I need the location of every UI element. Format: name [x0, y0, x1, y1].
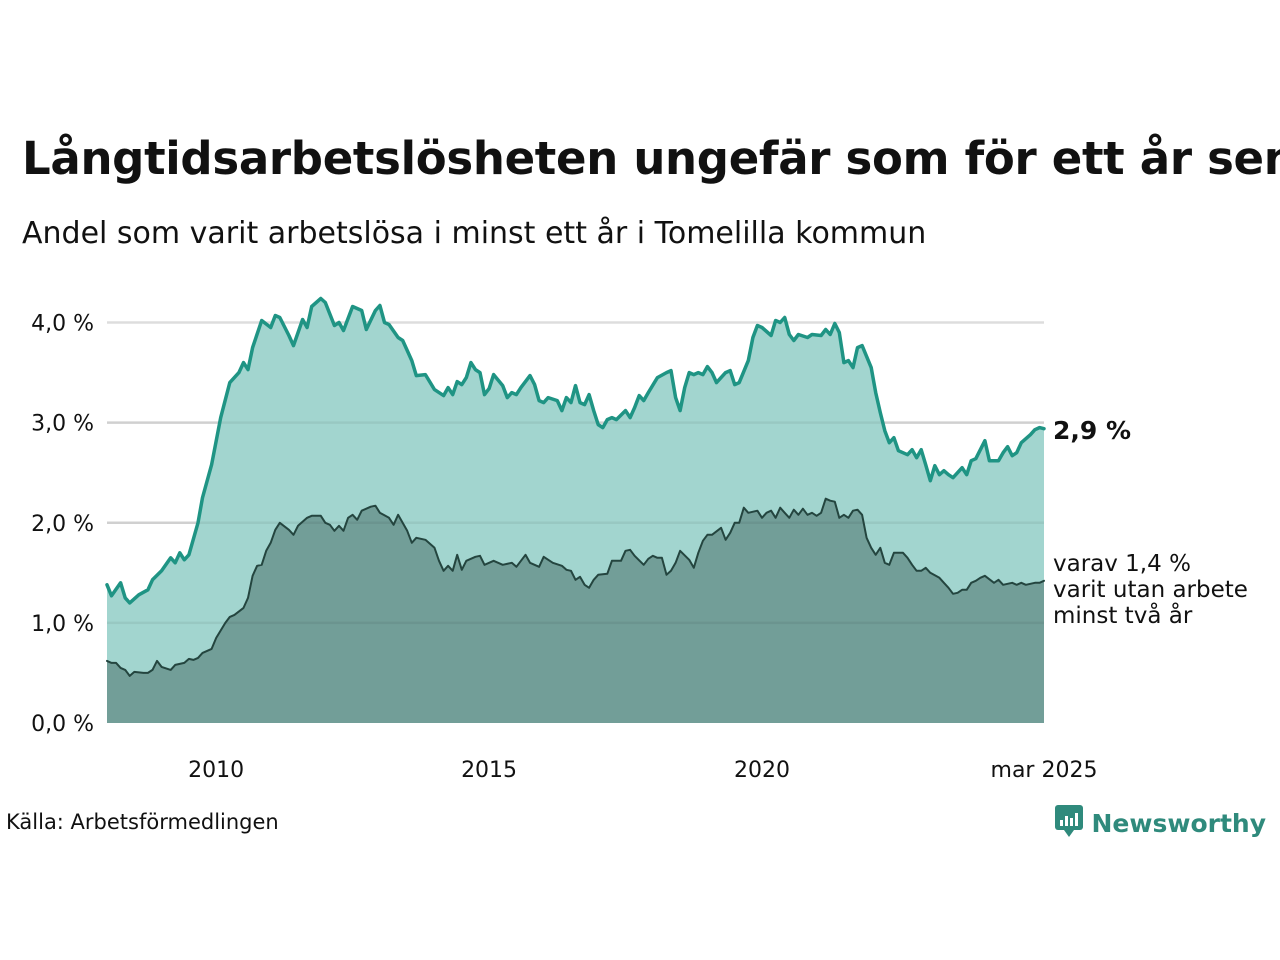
note-line-1: varav 1,4 %: [1053, 551, 1191, 577]
y-tick-label-1: 1,0 %: [31, 612, 94, 637]
source-note: Källa: Arbetsförmedlingen: [6, 810, 279, 834]
note-line-2: varit utan arbete: [1053, 577, 1248, 603]
chart-title: Långtidsarbetslösheten ungefär som för e…: [22, 132, 1280, 185]
x-tick-label-0: 2010: [188, 758, 244, 783]
series-areas: [107, 298, 1044, 723]
y-tick-label-0: 0,0 %: [31, 712, 94, 737]
x-tick-label-1: 2015: [461, 758, 517, 783]
series-2-line: [106, 497, 1045, 677]
x-tick-label-2: 2020: [734, 758, 790, 783]
last-value-label: 2,9 %: [1053, 416, 1131, 445]
series-lines: [105, 296, 1046, 677]
note-line-3: minst två år: [1053, 601, 1193, 629]
x-tick-label-3: mar 2025: [991, 758, 1098, 783]
newsworthy-logo-icon: [1054, 804, 1084, 842]
y-tick-label-3: 3,0 %: [31, 412, 94, 437]
y-tick-label-2: 2,0 %: [31, 512, 94, 537]
y-tick-label-4: 4,0 %: [31, 312, 94, 337]
brand-name: Newsworthy: [1091, 808, 1267, 838]
chart-subtitle: Andel som varit arbetslösa i minst ett å…: [22, 216, 927, 251]
series-1-line: [105, 296, 1046, 605]
series-2-area: [107, 498, 1044, 723]
x-axis-ticks: 2010 2015 2020 mar 2025: [188, 758, 1097, 783]
y-axis-ticks: 0,0 % 1,0 % 2,0 % 3,0 % 4,0 %: [31, 312, 94, 737]
brand-logo: Newsworthy: [1054, 804, 1267, 842]
